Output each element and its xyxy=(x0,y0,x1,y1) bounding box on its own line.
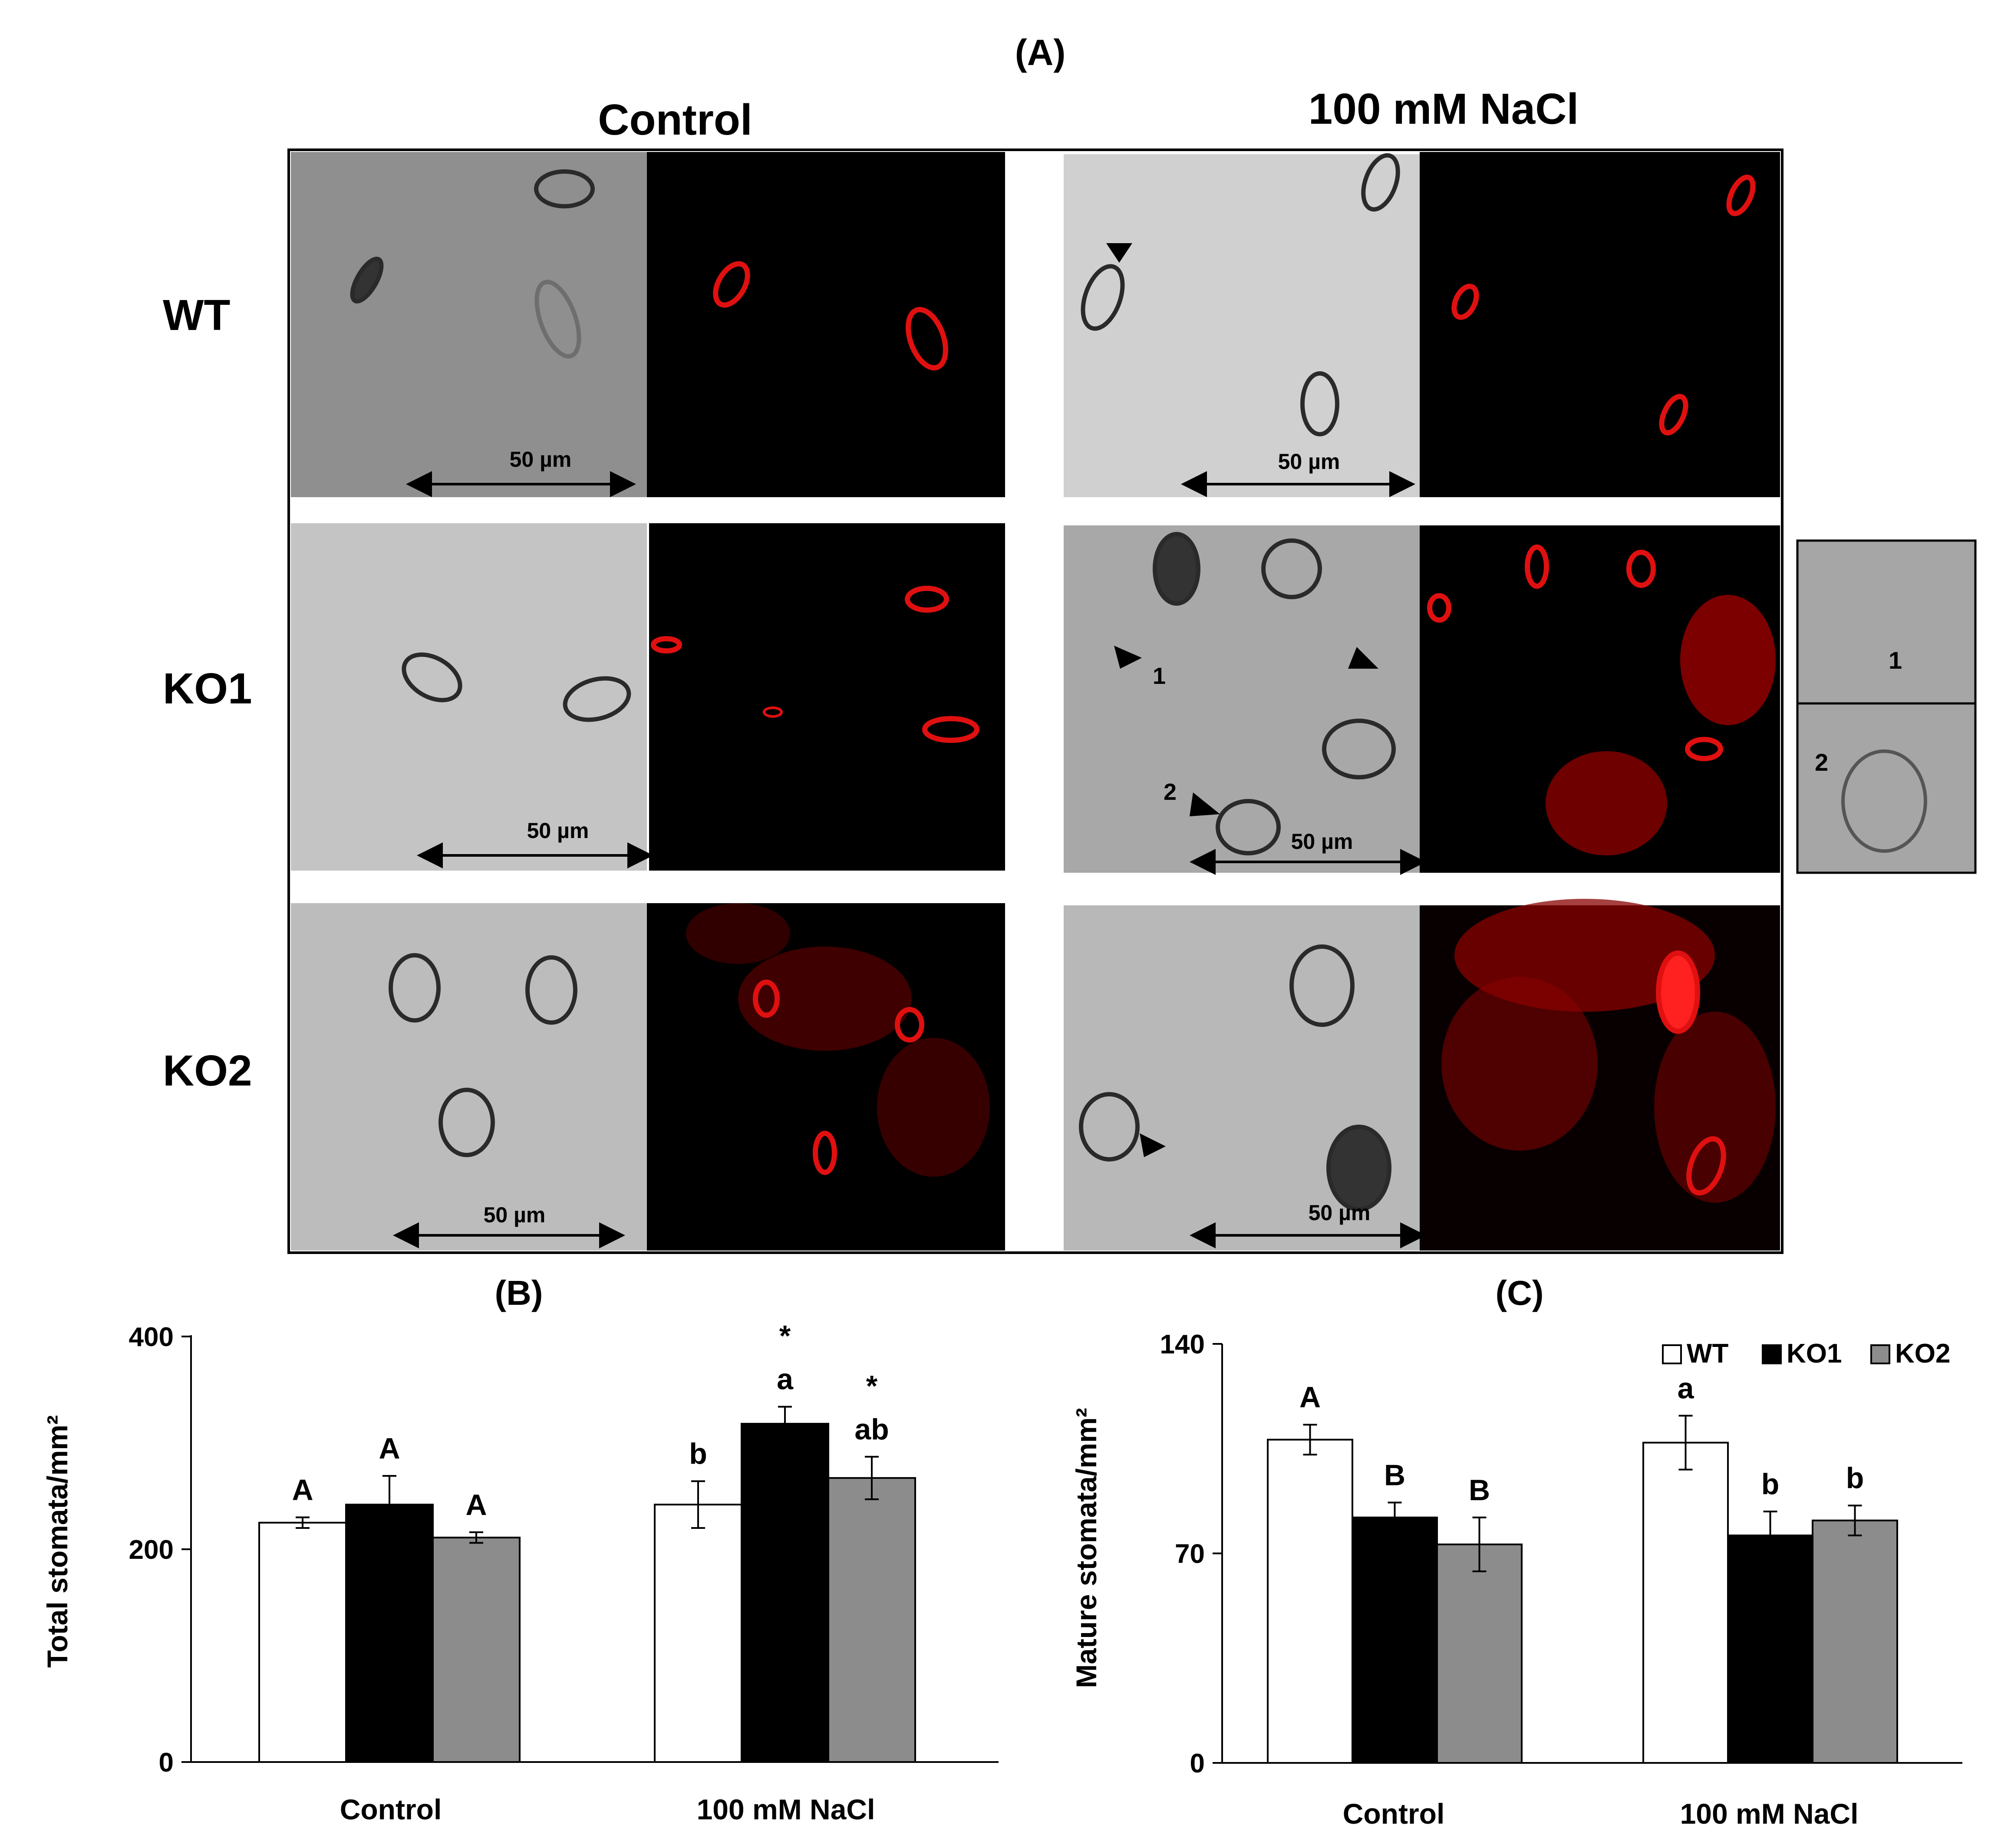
row-label-ko1: KO1 xyxy=(163,664,252,713)
scale-bar-label: 50 µm xyxy=(527,818,589,843)
y-tick-label: 70 xyxy=(1175,1539,1205,1569)
brightfield-ko1-control xyxy=(291,523,647,871)
significance-letter: a xyxy=(1678,1372,1695,1405)
triangle-marker xyxy=(1348,647,1378,669)
bar-wt-nacl xyxy=(654,1504,742,1763)
scale-bar-label: 50 µm xyxy=(1278,449,1340,474)
legend-swatch-ko1 xyxy=(1762,1344,1782,1364)
bar-ko2-nacl xyxy=(1812,1519,1898,1764)
triangle-marker xyxy=(1140,1133,1166,1157)
panel-b-label: (B) xyxy=(495,1274,543,1312)
significance-letter: A xyxy=(292,1474,313,1507)
scale-bar-label: 50 µm xyxy=(1309,1201,1371,1225)
fluorescence-ko2-control xyxy=(647,903,1005,1251)
significance-letter: A xyxy=(465,1488,487,1521)
brightfield-wt-nacl xyxy=(1064,154,1420,497)
chart-c: (C) Mature stomata/mm² 0 70 140 A B Ba b b Con… xyxy=(1070,1274,1962,1830)
x-tick-label: Control xyxy=(340,1793,442,1825)
column-header-control: Control xyxy=(598,96,752,144)
fluorescence-ko1-control xyxy=(649,523,1005,871)
y-axis-label-b: Total stomata/mm² xyxy=(41,1415,73,1668)
triangle-marker xyxy=(1190,792,1220,816)
column-header-nacl: 100 mM NaCl xyxy=(1309,85,1579,133)
bar-ko2-control xyxy=(432,1537,521,1763)
panel-a-label: (A) xyxy=(1015,32,1066,73)
y-tick-label: 140 xyxy=(1160,1330,1205,1360)
scale-bar-label: 50 µm xyxy=(484,1203,546,1227)
row-label-ko2: KO2 xyxy=(163,1046,252,1095)
significance-letter: B xyxy=(1384,1459,1405,1492)
bar-ko1-nacl xyxy=(1727,1534,1813,1764)
y-axis-label-c: Mature stomata/mm² xyxy=(1070,1408,1102,1688)
bar-wt-control xyxy=(258,1521,347,1763)
significance-letter: A xyxy=(1299,1381,1321,1414)
inset-frame xyxy=(1796,539,1977,874)
significance-letter: b xyxy=(1761,1468,1780,1501)
x-tick-label: 100 mM NaCl xyxy=(697,1793,875,1825)
y-tick-label: 400 xyxy=(129,1322,174,1352)
marker-label-2: 2 xyxy=(1164,779,1177,805)
bar-wt-control xyxy=(1267,1439,1353,1764)
triangle-marker xyxy=(1106,243,1132,263)
x-tick-label: Control xyxy=(1343,1798,1445,1830)
fluorescence-wt-control xyxy=(647,152,1005,497)
y-tick-label: 0 xyxy=(159,1748,174,1778)
autofluorescence-background xyxy=(686,595,1776,1203)
panel-a: (A) Control 100 mM NaCl WT KO1 KO2 xyxy=(163,32,1977,1254)
scale-bars: 50 µm 50 µm 50 µm 50 µm 50 µm 50 µm xyxy=(393,447,1426,1248)
significance-letter: B xyxy=(1469,1474,1490,1507)
inset-label-2: 2 xyxy=(1815,749,1828,776)
scale-bar-label: 50 µm xyxy=(510,447,572,472)
significance-star: * xyxy=(779,1320,791,1353)
triangle-marker xyxy=(1114,646,1142,669)
legend-label-wt: WT xyxy=(1687,1339,1729,1369)
inset-label-1: 1 xyxy=(1889,647,1902,674)
brightfield-ko1-nacl xyxy=(1064,525,1420,873)
significance-letter: a xyxy=(777,1363,794,1396)
significance-star: * xyxy=(866,1370,878,1402)
significance-letter: A xyxy=(379,1432,400,1465)
y-tick-label: 200 xyxy=(129,1535,174,1565)
panel-c-label: (C) xyxy=(1495,1274,1543,1312)
legend-swatch-wt xyxy=(1662,1344,1682,1364)
bar-ko1-control xyxy=(1352,1516,1438,1764)
brightfield-wt-control xyxy=(291,152,647,497)
marker-label-1: 1 xyxy=(1153,663,1166,689)
brightfield-stomata xyxy=(350,153,1400,1211)
legend-swatch-ko2 xyxy=(1870,1344,1890,1364)
significance-letter: b xyxy=(689,1437,707,1470)
bar-ko1-nacl xyxy=(741,1422,829,1763)
bar-ko2-nacl xyxy=(827,1477,916,1763)
legend-label-ko2: KO2 xyxy=(1895,1339,1950,1369)
bar-ko1-control xyxy=(345,1504,434,1763)
bar-wt-nacl xyxy=(1642,1442,1729,1764)
legend: WT KO1 KO2 xyxy=(1662,1339,1950,1369)
fluorescence-wt-nacl xyxy=(1420,152,1780,497)
triangle-markers xyxy=(1106,243,1378,1157)
x-tick-label: 100 mM NaCl xyxy=(1680,1798,1859,1830)
bar-ko2-control xyxy=(1436,1543,1523,1764)
brightfield-ko2-control xyxy=(291,903,647,1251)
row-label-wt: WT xyxy=(163,291,230,340)
legend-label-ko1: KO1 xyxy=(1787,1339,1842,1369)
scale-bar-label: 50 µm xyxy=(1291,829,1353,854)
significance-letter: b xyxy=(1846,1462,1864,1495)
significance-letter: ab xyxy=(854,1413,889,1446)
fluorescent-stomata xyxy=(651,175,1756,1196)
y-tick-label: 0 xyxy=(1190,1749,1205,1779)
inset: 1 2 xyxy=(1796,539,1977,874)
